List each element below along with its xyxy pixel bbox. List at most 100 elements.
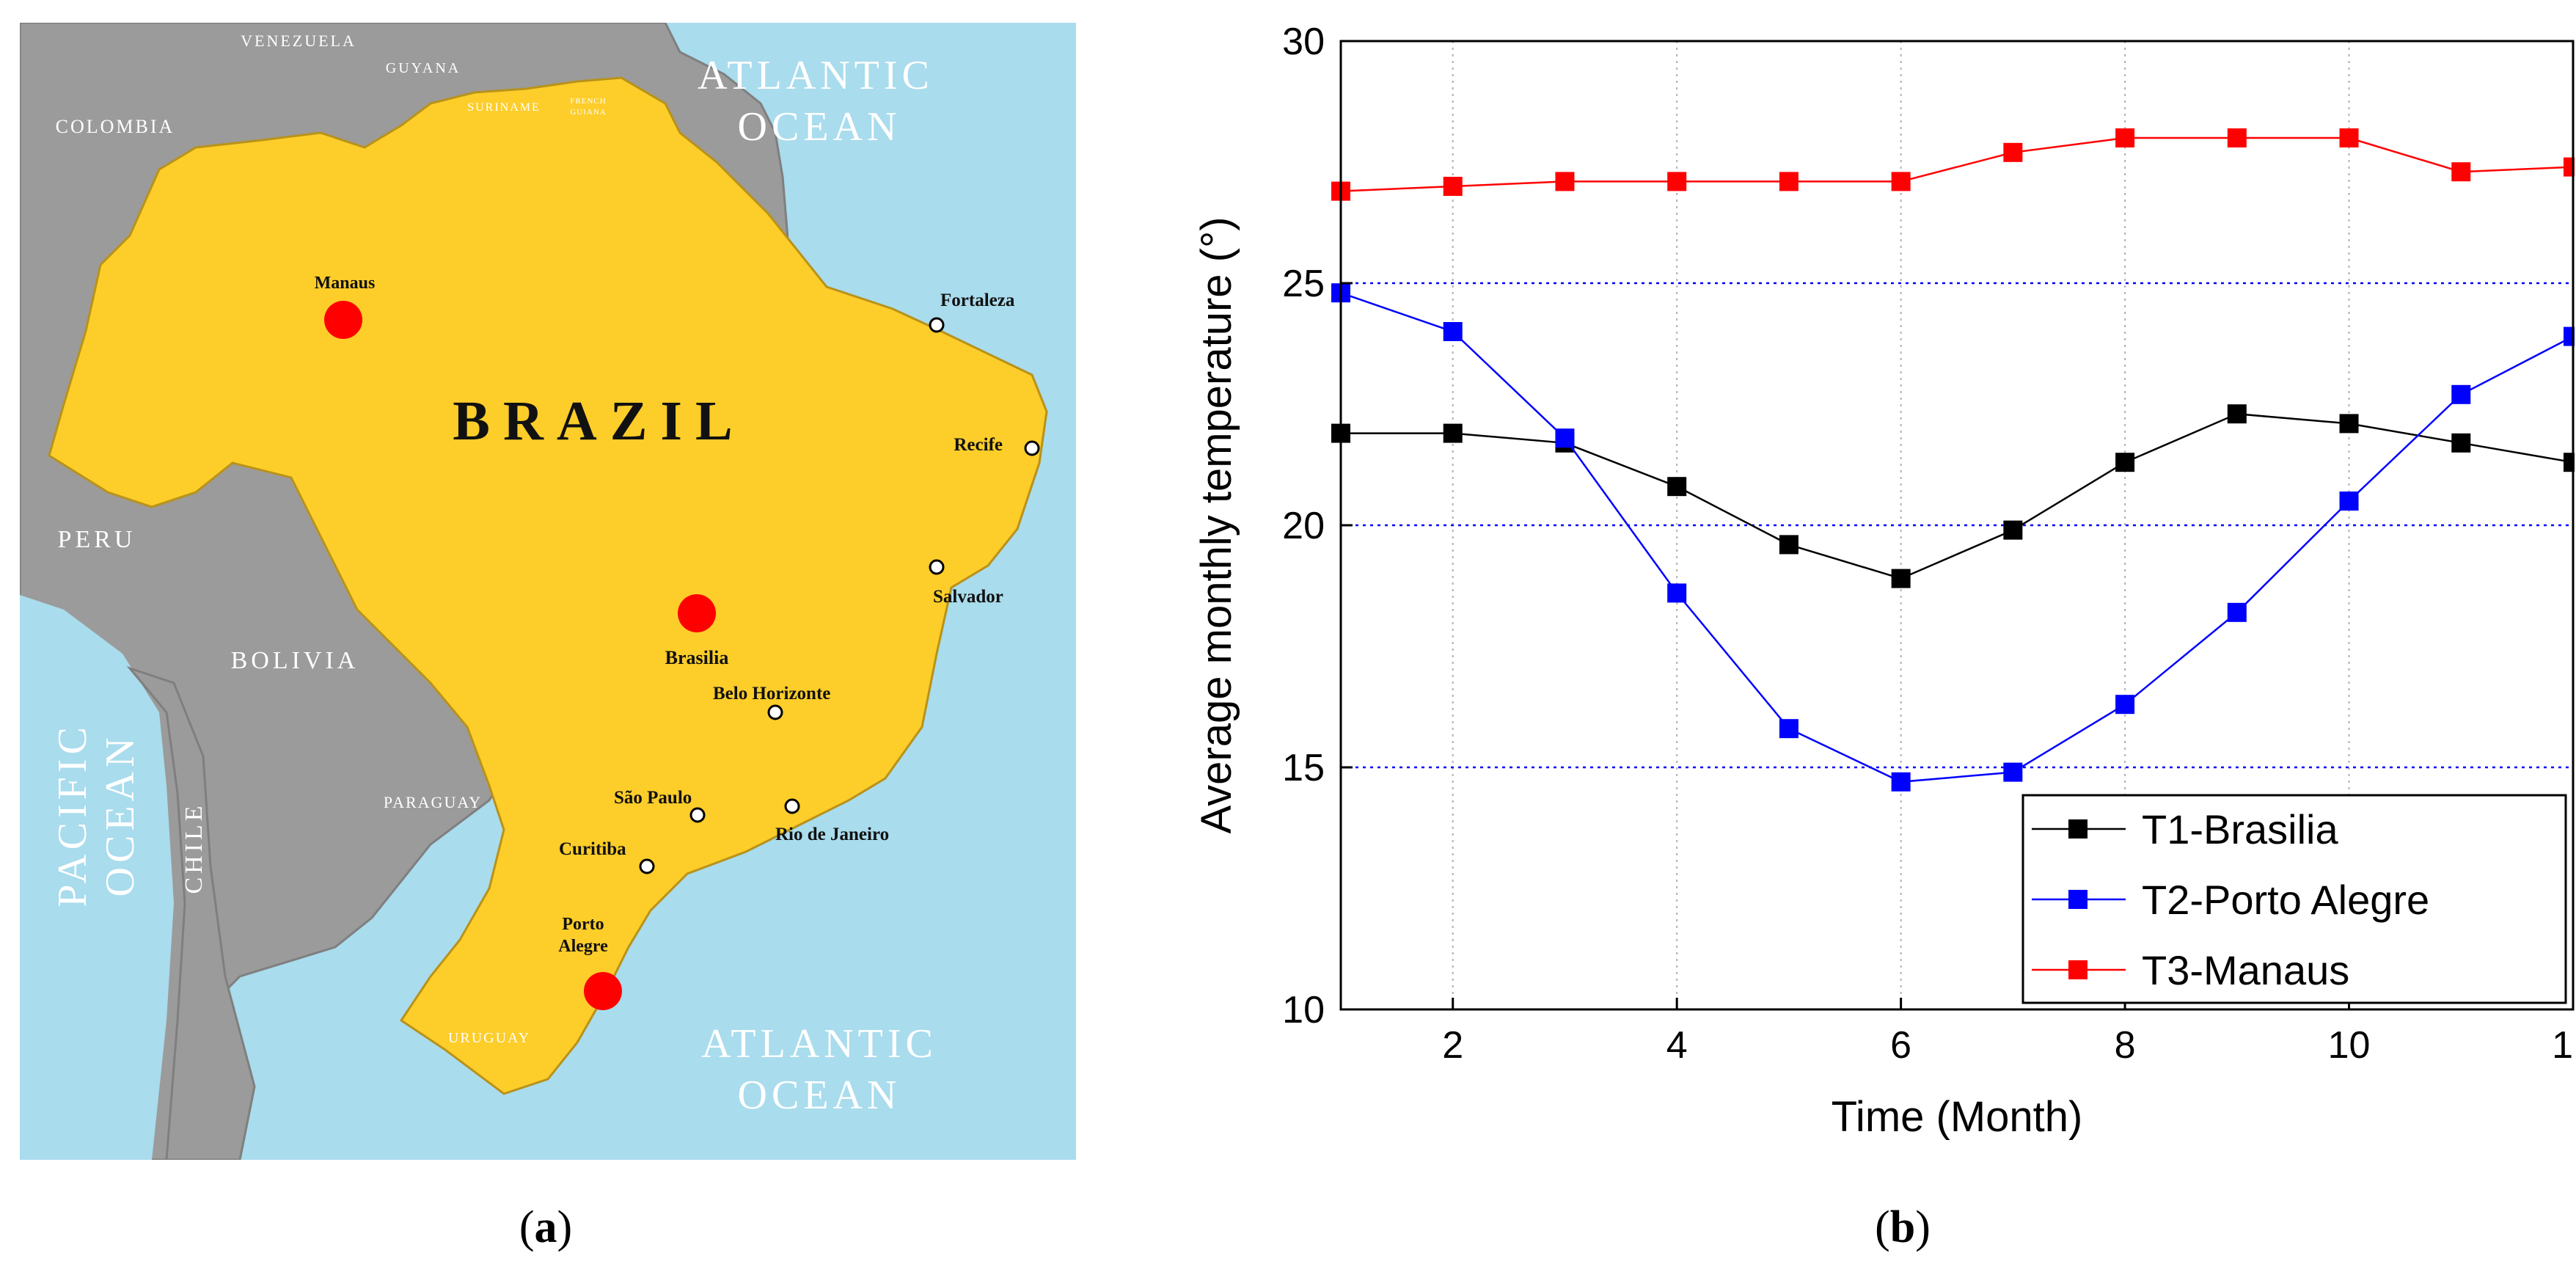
rio-dot bbox=[784, 798, 800, 814]
country-label-suriname: SURINAME bbox=[467, 101, 541, 114]
series-line-1 bbox=[1341, 412, 2574, 580]
series-line-2 bbox=[1340, 292, 2574, 783]
country-label-colombia: COLOMBIA bbox=[56, 116, 175, 137]
legend-marker bbox=[2068, 819, 2087, 839]
city-label-sao-paulo: São Paulo bbox=[614, 788, 692, 808]
series-2-point bbox=[1443, 322, 1463, 341]
y-axis-label: Average monthly temperature (°) bbox=[1193, 217, 1240, 834]
series-3-point bbox=[2451, 162, 2471, 182]
caption-b: (b) bbox=[1875, 1202, 1931, 1252]
legend-marker bbox=[2068, 890, 2087, 909]
legend-label: T1-Brasilia bbox=[2142, 806, 2338, 852]
series-3-point bbox=[1667, 172, 1687, 191]
series-2-point bbox=[2003, 762, 2023, 782]
series-2-point bbox=[2227, 602, 2247, 622]
city-label-recife: Recife bbox=[954, 435, 1003, 455]
country-label-bolivia: BOLIVIA bbox=[231, 647, 359, 674]
legend-label: T2-Porto Alegre bbox=[2142, 877, 2429, 923]
series-1-point bbox=[2115, 453, 2135, 472]
legend-marker bbox=[2068, 960, 2087, 979]
brazil-map: ATLANTIC OCEAN ATLANTIC OCEAN PACIFIC OC… bbox=[18, 21, 1076, 1161]
series-2-point bbox=[1779, 719, 1799, 739]
series-1-point bbox=[1779, 535, 1799, 555]
country-title-brazil: BRAZIL bbox=[453, 390, 745, 452]
x-tick-label: 10 bbox=[2328, 1024, 2371, 1067]
recife-dot bbox=[1024, 440, 1040, 456]
series-3-point bbox=[2115, 128, 2135, 147]
city-label-brasilia: Brasilia bbox=[665, 647, 729, 668]
series-3-point bbox=[2003, 142, 2023, 162]
series-2-point bbox=[1555, 428, 1575, 448]
series-3-point bbox=[2339, 128, 2359, 147]
belo-horizonte-dot bbox=[767, 704, 783, 720]
brazil-map-panel: ATLANTIC OCEAN ATLANTIC OCEAN PACIFIC OC… bbox=[18, 21, 1076, 1161]
caption-a: (a) bbox=[519, 1202, 573, 1252]
city-label-manaus: Manaus bbox=[315, 274, 376, 293]
city-label-porto-alegre-2: Alegre bbox=[558, 937, 608, 956]
fortaleza-dot bbox=[929, 317, 945, 333]
series-3-point bbox=[2227, 128, 2247, 147]
ocean-label-pacific-2: OCEAN bbox=[98, 734, 143, 897]
series-line-3 bbox=[1340, 136, 2574, 192]
series-2-point bbox=[2339, 492, 2359, 511]
caption-b-letter: b bbox=[1889, 1202, 1916, 1252]
city-label-curitiba: Curitiba bbox=[559, 839, 626, 859]
y-tick-label: 20 bbox=[1282, 505, 1325, 547]
city-label-salvador: Salvador bbox=[933, 587, 1003, 607]
country-label-french-guiana-2: GUIANA bbox=[570, 108, 606, 117]
ocean-label-pacific-1: PACIFIC bbox=[50, 723, 95, 907]
series-2-point bbox=[1667, 583, 1687, 603]
y-tick-label: 15 bbox=[1282, 747, 1325, 789]
sao-paulo-dot bbox=[689, 807, 706, 823]
series-1-point bbox=[1667, 477, 1687, 497]
temperature-line-chart: 2 4 6 8 10 12 10 15 20 25 30 Time (Month) Average … bbox=[1193, 21, 2576, 1141]
ocean-label-atlantic-top-2: OCEAN bbox=[738, 104, 901, 150]
x-tick-label: 8 bbox=[2115, 1024, 2136, 1067]
series-2-point bbox=[2115, 695, 2135, 715]
brazil-shape bbox=[48, 76, 1048, 1095]
legend-label: T3-Manaus bbox=[2142, 947, 2349, 993]
country-label-uruguay: URUGUAY bbox=[448, 1030, 530, 1046]
country-label-peru: PERU bbox=[58, 526, 136, 553]
series-1-point bbox=[2003, 520, 2023, 540]
country-label-chile: CHILE bbox=[180, 802, 208, 894]
series-1-point bbox=[1443, 423, 1463, 443]
country-label-venezuela: VENEZUELA bbox=[241, 32, 356, 50]
ocean-label-atlantic-bottom-2: OCEAN bbox=[738, 1073, 901, 1118]
y-tick-label: 25 bbox=[1282, 263, 1325, 305]
country-label-guyana: GUYANA bbox=[386, 60, 461, 76]
brasilia-marker bbox=[678, 594, 716, 632]
temperature-chart-panel: 2 4 6 8 10 12 10 15 20 25 30 Time (Month) Average … bbox=[1144, 15, 2576, 1203]
ocean-label-atlantic-top-1: ATLANTIC bbox=[698, 53, 934, 98]
series-1-point bbox=[2451, 433, 2471, 453]
salvador-dot bbox=[929, 559, 945, 575]
city-label-rio-de-janeiro: Rio de Janeiro bbox=[775, 825, 889, 844]
caption-a-letter: a bbox=[534, 1202, 557, 1252]
axis-ticks: 2 4 6 8 10 12 10 15 20 25 30 bbox=[1282, 21, 2576, 1067]
y-tick-label: 10 bbox=[1282, 989, 1325, 1031]
legend: T1-Brasilia T2-Porto Alegre T3-Manaus bbox=[2021, 794, 2567, 1004]
series-1-point bbox=[2339, 414, 2359, 434]
series-2-point bbox=[2451, 384, 2471, 404]
series-3-point bbox=[1779, 172, 1799, 191]
x-tick-label: 4 bbox=[1666, 1024, 1688, 1067]
series-3-point bbox=[1891, 172, 1911, 191]
series-2-point bbox=[1891, 772, 1911, 792]
curitiba-dot bbox=[639, 858, 655, 874]
city-label-belo-horizonte: Belo Horizonte bbox=[713, 684, 830, 704]
x-tick-label: 6 bbox=[1890, 1024, 1911, 1067]
manaus-marker bbox=[324, 301, 362, 339]
city-label-porto-alegre-1: Porto bbox=[562, 915, 604, 934]
x-tick-label: 12 bbox=[2552, 1024, 2575, 1067]
series-lines bbox=[1331, 128, 2576, 792]
country-label-french-guiana-1: FRENCH bbox=[570, 97, 606, 106]
y-tick-label: 30 bbox=[1282, 21, 1325, 63]
country-label-paraguay: PARAGUAY bbox=[384, 793, 482, 811]
series-3-point bbox=[1555, 172, 1575, 191]
ocean-label-atlantic-bottom-1: ATLANTIC bbox=[701, 1021, 937, 1067]
x-tick-label: 2 bbox=[1442, 1024, 1463, 1067]
series-3-point bbox=[1443, 177, 1463, 196]
x-axis-label: Time (Month) bbox=[1832, 1093, 2083, 1141]
city-label-fortaleza: Fortaleza bbox=[940, 291, 1015, 310]
series-1-point bbox=[1891, 569, 1911, 588]
